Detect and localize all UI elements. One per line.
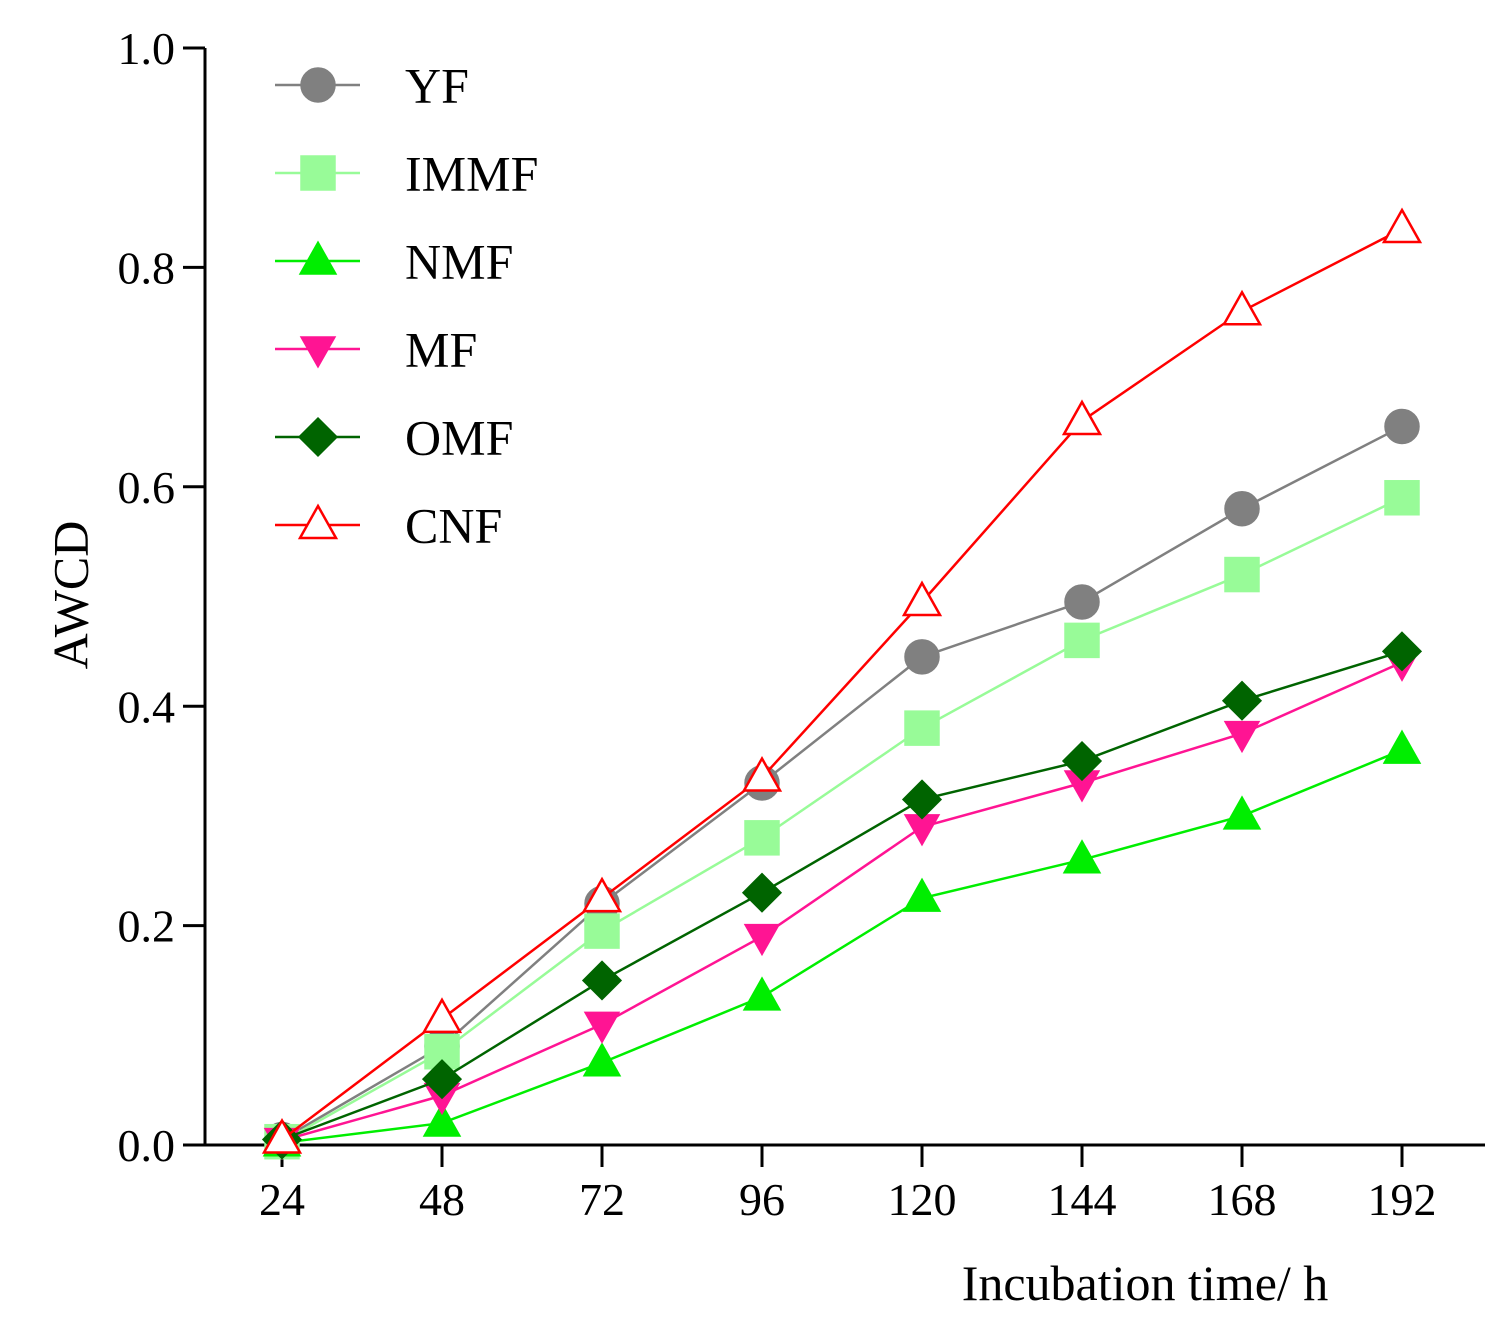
- data-point-immf: [904, 710, 940, 746]
- data-point-immf: [1064, 622, 1100, 659]
- legend-item-yf: YF: [275, 58, 469, 114]
- y-tick-label: 0.2: [118, 901, 176, 952]
- x-tick-label: 168: [1208, 1174, 1277, 1225]
- data-point-cnf: [1061, 399, 1103, 436]
- data-point-cnf: [741, 755, 783, 792]
- y-axis-title: AWCD: [43, 521, 99, 670]
- data-point-cnf: [261, 1117, 303, 1154]
- data-point-yf: [1224, 490, 1260, 527]
- data-point-yf: [1064, 584, 1100, 620]
- data-point-yf: [1384, 408, 1420, 445]
- series-line-omf: [281, 650, 1403, 1141]
- legend: YF IMMF NMF MF OMF CNF: [275, 58, 538, 554]
- x-tick-label: 144: [1048, 1174, 1117, 1225]
- data-point-omf: [1221, 680, 1263, 721]
- legend-label: NMF: [405, 234, 513, 290]
- legend-label: MF: [405, 322, 477, 378]
- data-point-nmf: [422, 1102, 462, 1137]
- x-axis-title: Incubation time/ h: [962, 1255, 1329, 1311]
- data-point-omf: [741, 872, 783, 913]
- data-point-nmf: [742, 976, 782, 1011]
- data-point-yf: [904, 639, 940, 675]
- data-point-cnf: [1221, 289, 1263, 326]
- y-tick-label: 0.0: [118, 1120, 176, 1171]
- series-layer: [261, 207, 1423, 1161]
- data-point-omf: [1381, 631, 1423, 672]
- series-line-immf: [281, 496, 1403, 1143]
- data-point-cnf: [1381, 207, 1423, 244]
- legend-label: IMMF: [405, 146, 538, 202]
- data-point-immf: [1384, 480, 1420, 516]
- data-point-mf: [743, 923, 781, 957]
- legend-item-mf: MF: [275, 322, 477, 378]
- series-line-cnf: [281, 227, 1403, 1141]
- x-ticks: 24 48 72 96 120 144 168 192: [259, 1145, 1437, 1225]
- y-tick-label: 0.8: [118, 243, 176, 294]
- data-point-omf: [1061, 740, 1103, 782]
- legend-marker: [297, 503, 339, 540]
- data-point-cnf: [901, 580, 943, 617]
- data-point-cnf: [421, 997, 463, 1034]
- data-point-omf: [421, 1059, 463, 1100]
- x-tick-label: 192: [1368, 1174, 1437, 1225]
- data-point-nmf: [1382, 729, 1422, 764]
- legend-label: CNF: [405, 498, 502, 554]
- series-line-mf: [281, 661, 1403, 1142]
- legend-item-nmf: NMF: [275, 234, 513, 290]
- series-line-nmf: [281, 748, 1403, 1145]
- y-ticks: 0.0 0.2 0.4 0.6 0.8 1.0: [118, 23, 205, 1171]
- data-point-immf: [584, 913, 620, 949]
- x-tick-label: 120: [888, 1174, 957, 1225]
- data-point-nmf: [902, 877, 942, 912]
- legend-marker: [300, 67, 336, 103]
- data-point-omf: [901, 779, 943, 820]
- legend-label: OMF: [405, 410, 513, 466]
- data-point-nmf: [1222, 795, 1262, 830]
- data-point-immf: [1224, 556, 1260, 593]
- y-tick-label: 0.6: [118, 462, 176, 513]
- y-tick-label: 0.4: [118, 681, 176, 732]
- legend-marker: [297, 416, 339, 458]
- data-point-omf: [581, 960, 623, 1001]
- y-tick-label: 1.0: [118, 23, 176, 74]
- legend-marker: [299, 336, 337, 369]
- legend-marker: [300, 155, 336, 191]
- legend-marker: [298, 240, 338, 275]
- series-cnf: [261, 207, 1423, 1154]
- series-omf: [261, 631, 1423, 1160]
- x-tick-label: 48: [419, 1174, 465, 1225]
- legend-item-cnf: CNF: [275, 498, 502, 554]
- legend-label: YF: [405, 58, 469, 114]
- legend-item-omf: OMF: [275, 410, 513, 466]
- axes: [203, 48, 1485, 1147]
- data-point-cnf: [581, 876, 623, 913]
- data-point-nmf: [1062, 839, 1102, 874]
- data-point-mf: [1223, 720, 1261, 754]
- series-line-yf: [281, 425, 1403, 1141]
- x-tick-label: 96: [739, 1174, 785, 1225]
- x-tick-label: 72: [579, 1174, 625, 1225]
- data-point-nmf: [582, 1042, 622, 1077]
- data-point-mf: [583, 1011, 621, 1044]
- data-point-immf: [744, 820, 780, 856]
- legend-item-immf: IMMF: [275, 146, 538, 202]
- x-tick-label: 24: [259, 1174, 305, 1225]
